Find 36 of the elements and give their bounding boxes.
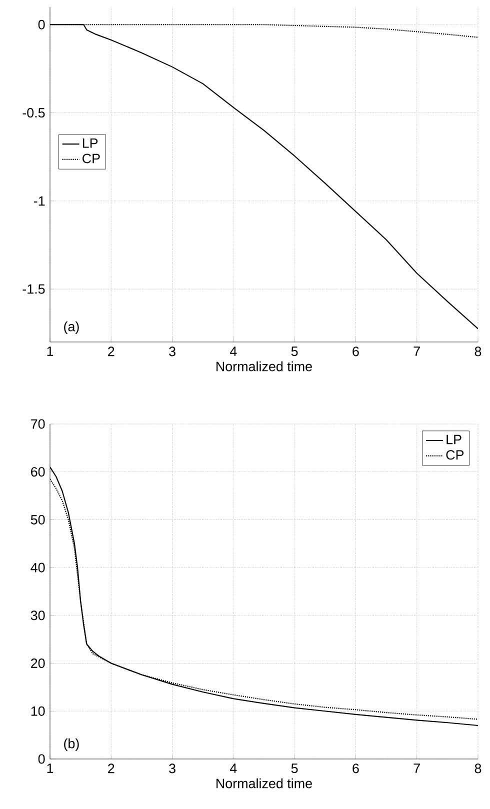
- x-tick-label: 2: [108, 764, 114, 774]
- x-axis-title: Normalized time: [216, 361, 312, 372]
- y-tick-label: -1: [34, 196, 45, 206]
- x-tick-label: 6: [352, 764, 359, 774]
- y-tick-label: 50: [30, 514, 45, 524]
- x-tick-label: 1: [47, 764, 54, 773]
- x-tick-label: 7: [414, 346, 420, 356]
- y-tick-label: 10: [31, 706, 45, 716]
- x-tick-label: 4: [230, 764, 237, 773]
- x-tick-label: 1: [47, 346, 54, 356]
- x-tick-label: 3: [169, 764, 176, 774]
- x-tick-label: 8: [474, 346, 482, 356]
- x-axis-title: Normalized time: [216, 778, 312, 788]
- y-tick-label: 30: [30, 610, 45, 620]
- x-tick-label: 4: [230, 346, 237, 356]
- x-tick-label: 3: [169, 346, 176, 356]
- y-tick-label: 70: [31, 419, 45, 429]
- legend-label: LP: [446, 434, 462, 444]
- x-tick-label: 8: [474, 764, 482, 774]
- y-tick-label: 40: [30, 562, 45, 572]
- x-tick-label: 5: [291, 346, 298, 356]
- y-tick-label: 0: [38, 754, 45, 764]
- x-tick-label: 2: [108, 346, 114, 356]
- y-tick-label: 20: [31, 658, 45, 668]
- y-tick-label: -0.5: [22, 108, 45, 118]
- y-tick-label: -1.5: [22, 284, 45, 294]
- y-tick-label: 60: [31, 467, 45, 477]
- legend-label: CP: [446, 450, 464, 460]
- legend-label: CP: [82, 154, 100, 164]
- x-tick-label: 5: [291, 764, 298, 774]
- annotation: (b): [64, 738, 79, 751]
- y-tick-label: 0: [38, 20, 45, 30]
- legend-label: LP: [82, 138, 98, 148]
- x-tick-label: 6: [352, 346, 359, 356]
- annotation: (a): [64, 321, 79, 334]
- x-tick-label: 7: [414, 764, 420, 773]
